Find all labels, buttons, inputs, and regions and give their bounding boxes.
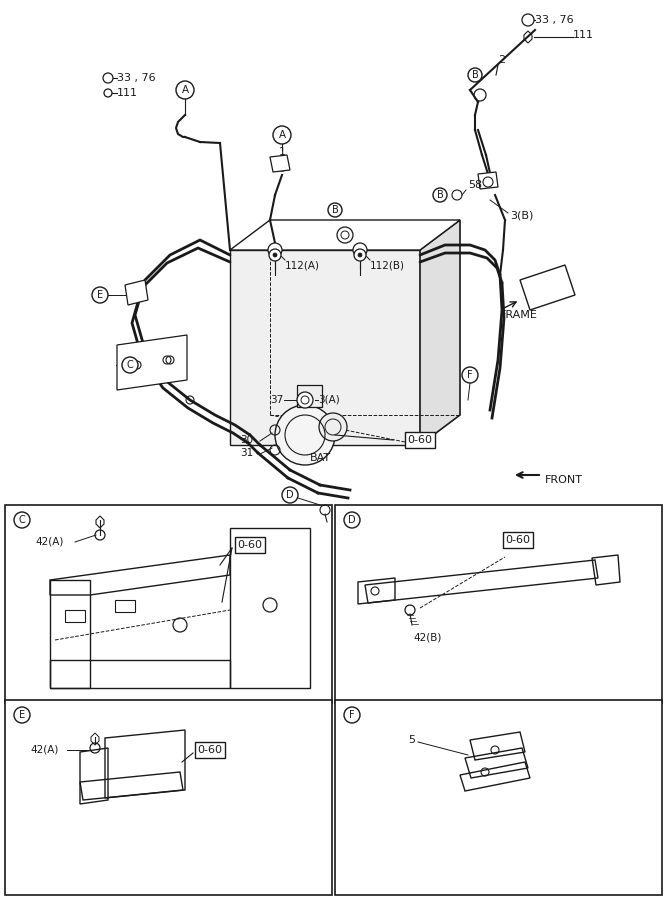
Circle shape (176, 81, 194, 99)
Polygon shape (270, 155, 290, 172)
Circle shape (273, 253, 277, 257)
Circle shape (14, 512, 30, 528)
Text: B: B (472, 70, 478, 80)
Text: BAT: BAT (309, 453, 331, 463)
Text: A: A (278, 130, 285, 140)
Circle shape (328, 203, 342, 217)
Text: B: B (331, 205, 338, 215)
Text: 33 , 76: 33 , 76 (535, 15, 574, 25)
Circle shape (297, 392, 313, 408)
Bar (5, 700, 332, 895)
Text: FRAME: FRAME (500, 310, 538, 320)
Bar (297, 385, 322, 407)
Bar (335, 505, 662, 703)
Text: 0-60: 0-60 (237, 540, 263, 550)
Text: B: B (437, 190, 444, 200)
Text: 3(B): 3(B) (510, 210, 534, 220)
Circle shape (269, 249, 281, 261)
Text: 111: 111 (573, 30, 594, 40)
Bar (5, 505, 332, 703)
Circle shape (276, 159, 288, 171)
Text: 112(A): 112(A) (285, 260, 320, 270)
Polygon shape (420, 220, 460, 445)
Bar (115, 600, 135, 612)
Circle shape (337, 227, 353, 243)
Circle shape (275, 405, 335, 465)
Text: 3(A): 3(A) (318, 395, 340, 405)
Circle shape (344, 707, 360, 723)
Text: FRONT: FRONT (545, 475, 583, 485)
Circle shape (268, 243, 282, 257)
Text: C: C (127, 360, 133, 370)
Text: 0-60: 0-60 (506, 535, 530, 545)
Polygon shape (520, 265, 575, 310)
Circle shape (462, 367, 478, 383)
Circle shape (468, 68, 482, 82)
Text: 33 , 76: 33 , 76 (117, 73, 155, 83)
Text: 111: 111 (117, 88, 138, 98)
Text: F: F (467, 370, 473, 380)
Circle shape (344, 512, 360, 528)
Circle shape (273, 126, 291, 144)
Polygon shape (478, 172, 498, 189)
Bar (65, 610, 85, 622)
Text: D: D (348, 515, 356, 525)
Text: 5: 5 (408, 735, 415, 745)
Text: A: A (181, 85, 189, 95)
Text: C: C (19, 515, 25, 525)
Text: 42(A): 42(A) (35, 537, 63, 547)
Text: 112(B): 112(B) (370, 260, 405, 270)
Bar (335, 700, 662, 895)
Text: 58: 58 (468, 180, 482, 190)
Text: 30: 30 (240, 435, 253, 445)
Text: D: D (286, 490, 293, 500)
Circle shape (14, 707, 30, 723)
Circle shape (92, 287, 108, 303)
Text: 0-60: 0-60 (408, 435, 432, 445)
Text: 1: 1 (279, 147, 285, 157)
Circle shape (433, 188, 447, 202)
Text: E: E (97, 290, 103, 300)
Circle shape (354, 249, 366, 261)
Polygon shape (230, 220, 460, 250)
Polygon shape (230, 250, 420, 445)
Text: 31: 31 (240, 448, 253, 458)
Text: 37: 37 (270, 395, 283, 405)
Text: 42(A): 42(A) (30, 745, 59, 755)
Polygon shape (125, 280, 148, 305)
Circle shape (319, 413, 347, 441)
Circle shape (358, 253, 362, 257)
Text: 2: 2 (498, 55, 505, 65)
Circle shape (353, 243, 367, 257)
Text: 42(B): 42(B) (413, 633, 442, 643)
Text: F: F (350, 710, 355, 720)
Polygon shape (117, 335, 187, 390)
Text: 0-60: 0-60 (197, 745, 223, 755)
Circle shape (282, 487, 298, 503)
Text: E: E (19, 710, 25, 720)
Circle shape (122, 357, 138, 373)
